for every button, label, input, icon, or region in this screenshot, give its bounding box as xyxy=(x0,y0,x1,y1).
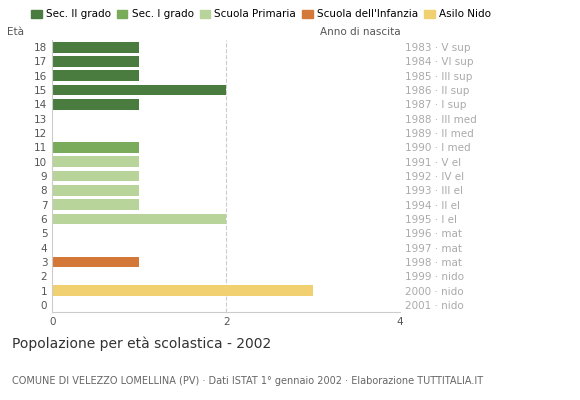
Legend: Sec. II grado, Sec. I grado, Scuola Primaria, Scuola dell'Infanzia, Asilo Nido: Sec. II grado, Sec. I grado, Scuola Prim… xyxy=(31,9,491,19)
Bar xyxy=(52,99,139,110)
Bar xyxy=(52,85,226,96)
Bar xyxy=(52,199,139,210)
Bar xyxy=(52,142,139,153)
Bar xyxy=(52,256,139,267)
Bar xyxy=(52,285,313,296)
Bar xyxy=(52,185,139,196)
Text: Anno di nascita: Anno di nascita xyxy=(320,27,400,37)
Text: Età: Età xyxy=(7,27,24,37)
Bar xyxy=(52,70,139,81)
Bar xyxy=(52,156,139,167)
Text: COMUNE DI VELEZZO LOMELLINA (PV) · Dati ISTAT 1° gennaio 2002 · Elaborazione TUT: COMUNE DI VELEZZO LOMELLINA (PV) · Dati … xyxy=(12,376,483,386)
Bar xyxy=(52,214,226,224)
Bar xyxy=(52,42,139,52)
Text: Popolazione per età scolastica - 2002: Popolazione per età scolastica - 2002 xyxy=(12,336,271,351)
Bar xyxy=(52,56,139,67)
Bar xyxy=(52,171,139,181)
